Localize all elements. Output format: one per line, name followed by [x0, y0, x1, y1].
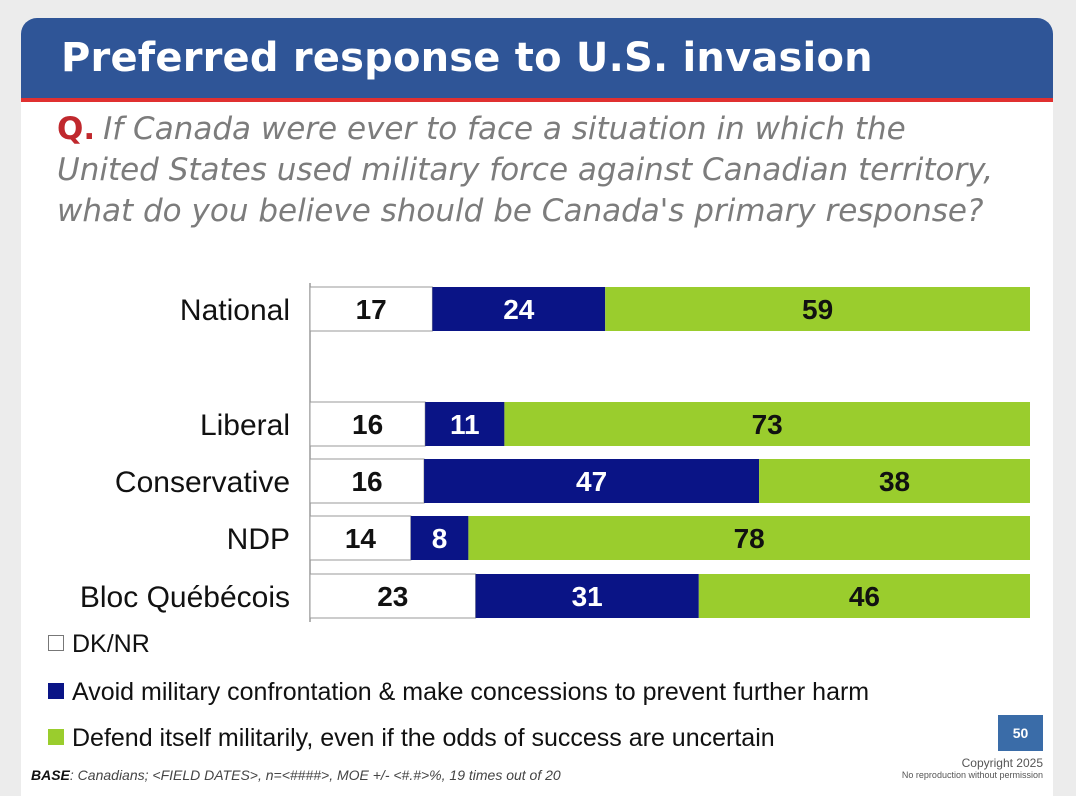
data-label-liberal-series-1: 11 — [450, 409, 480, 440]
legend-label-dk-nr: DK/NR — [72, 630, 150, 658]
bar-conservative-series-2 — [759, 459, 1030, 503]
bar-ndp-series-0 — [309, 515, 412, 561]
data-label-national-series-2: 59 — [802, 294, 833, 325]
bar-bloc-quebecois-series-2 — [698, 574, 1030, 618]
legend-label-avoid-confrontation: Avoid military confrontation & make conc… — [72, 678, 870, 706]
title-divider — [21, 98, 1053, 102]
data-label-national-series-1: 24 — [503, 294, 535, 325]
legend-label-defend-militarily: Defend itself militarily, even if the od… — [72, 724, 775, 752]
data-label-bloc-quebecois-series-1: 31 — [572, 581, 603, 612]
data-label-conservative-series-0: 16 — [351, 466, 382, 497]
copyright-block: Copyright 2025 No reproduction without p… — [902, 756, 1043, 780]
category-label-ndp: NDP — [227, 523, 290, 556]
data-label-national-series-0: 17 — [356, 294, 387, 325]
legend-swatch-avoid-confrontation — [48, 683, 64, 700]
question-text: If Canada were ever to face a situation … — [57, 111, 994, 229]
data-label-ndp-series-2: 78 — [734, 523, 765, 554]
data-label-bloc-quebecois-series-2: 46 — [849, 581, 880, 612]
category-label-liberal: Liberal — [200, 409, 290, 442]
base-text: : Canadians; <FIELD DATES>, n=<####>, MO… — [69, 767, 561, 783]
legend-item-dk-nr: DK/NR — [48, 630, 150, 659]
bar-conservative-series-1 — [424, 459, 760, 503]
title-bar: Preferred response to U.S. invasion — [21, 18, 1053, 98]
slide-title: Preferred response to U.S. invasion — [61, 35, 873, 81]
data-label-liberal-series-2: 73 — [752, 409, 783, 440]
data-label-liberal-series-0: 16 — [352, 409, 383, 440]
data-label-ndp-series-0: 14 — [345, 523, 377, 554]
category-label-national: National — [180, 294, 290, 327]
base-note: BASE: Canadians; <FIELD DATES>, n=<####>… — [31, 767, 561, 783]
bar-liberal-series-0 — [309, 401, 426, 447]
question-label: Q. — [57, 111, 96, 147]
data-label-ndp-series-1: 8 — [432, 523, 448, 554]
bar-bloc-quebecois-series-1 — [475, 574, 699, 618]
legend-item-avoid-confrontation: Avoid military confrontation & make conc… — [48, 678, 869, 707]
bar-conservative-series-0 — [309, 458, 425, 504]
data-label-conservative-series-2: 38 — [879, 466, 910, 497]
slide: Preferred response to U.S. invasion Q. If… — [21, 18, 1053, 796]
copyright-text: Copyright 2025 — [961, 756, 1043, 770]
data-label-bloc-quebecois-series-0: 23 — [377, 581, 408, 612]
bar-liberal-series-1 — [425, 402, 505, 446]
data-label-conservative-series-1: 47 — [576, 466, 607, 497]
reproduction-notice: No reproduction without permission — [901, 770, 1043, 780]
survey-question: Q. If Canada were ever to face a situatio… — [57, 109, 1017, 232]
legend-swatch-defend-militarily — [48, 729, 64, 746]
bar-ndp-series-1 — [410, 516, 469, 560]
category-label-bloc-quebecois: Bloc Québécois — [80, 581, 290, 614]
bar-national-series-1 — [432, 287, 606, 331]
base-key: BASE — [31, 767, 70, 783]
stacked-bar-chart: National 17 24 59 Liberal 16 11 73 Conservative 1… — [80, 283, 1030, 622]
legend-swatch-dk-nr — [48, 635, 64, 652]
legend-item-defend-militarily: Defend itself militarily, even if the od… — [48, 724, 775, 753]
bar-liberal-series-2 — [504, 402, 1030, 446]
category-label-conservative: Conservative — [115, 466, 290, 499]
bar-ndp-series-2 — [468, 516, 1030, 560]
page-number-badge: 50 — [998, 715, 1043, 751]
bar-national-series-2 — [605, 287, 1030, 331]
